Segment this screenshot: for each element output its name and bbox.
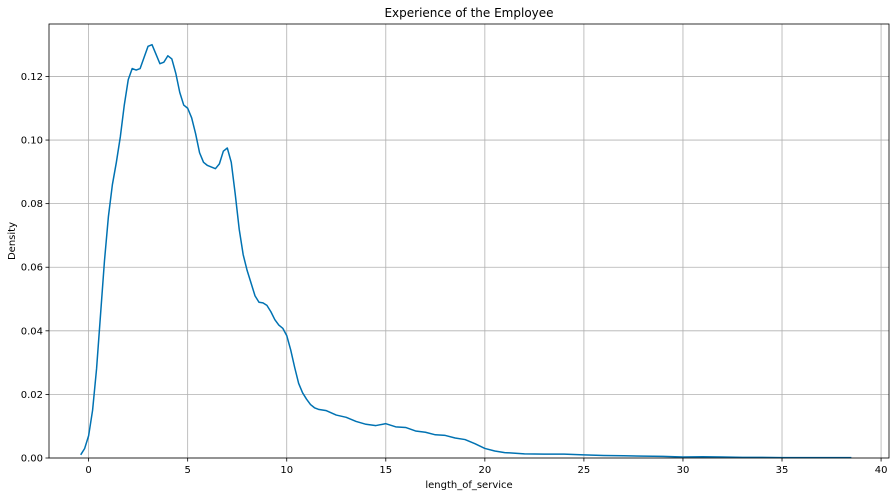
x-tick-label: 30	[677, 465, 690, 476]
y-tick-label: 0.02	[21, 390, 43, 401]
y-tick-label: 0.06	[21, 263, 43, 274]
plot-area	[80, 43, 852, 459]
x-tick-label: 0	[85, 465, 91, 476]
x-tick-label: 5	[184, 465, 190, 476]
y-axis-title: Density	[7, 222, 18, 260]
x-tick-label: 35	[776, 465, 789, 476]
chart-title: Experience of the Employee	[384, 6, 553, 20]
x-tick-label: 20	[478, 465, 491, 476]
y-tick-label: 0.12	[21, 72, 43, 83]
x-tick-label: 40	[875, 465, 888, 476]
x-axis-title: length_of_service	[425, 480, 512, 491]
y-tick-label: 0.10	[21, 136, 43, 147]
y-tick-label: 0.04	[21, 326, 43, 337]
density-line	[80, 43, 852, 459]
x-axis: 0 5 10 15 20 25 30 35 40	[85, 458, 887, 476]
y-axis: 0.00 0.02 0.04 0.06 0.08 0.10 0.12	[21, 72, 49, 465]
grid	[49, 24, 889, 459]
x-tick-label: 10	[280, 465, 293, 476]
x-tick-label: 15	[379, 465, 392, 476]
plot-frame	[48, 23, 890, 459]
y-tick-label: 0.08	[21, 199, 43, 210]
y-tick-label: 0.00	[21, 454, 43, 465]
x-tick-label: 25	[578, 465, 591, 476]
